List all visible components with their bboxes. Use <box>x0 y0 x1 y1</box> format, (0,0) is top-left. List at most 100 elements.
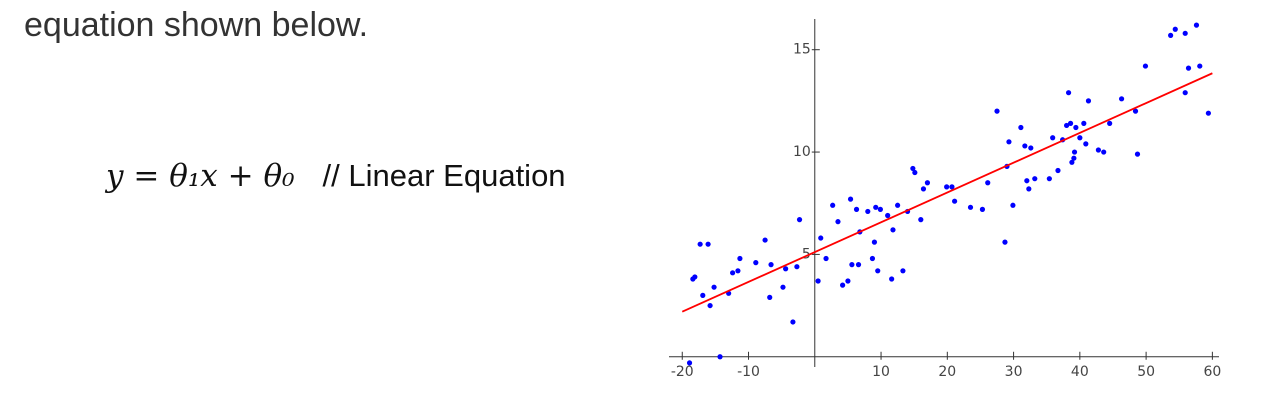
point <box>885 212 891 219</box>
point <box>735 268 741 274</box>
point <box>1024 178 1030 184</box>
x-tick-label: 30 <box>1005 364 1023 380</box>
point <box>875 268 881 274</box>
x-tick-label: 20 <box>938 364 956 380</box>
point <box>1055 167 1061 174</box>
point <box>1168 32 1174 38</box>
point <box>1107 120 1113 126</box>
point <box>1046 176 1052 182</box>
point <box>912 169 918 176</box>
point <box>1134 151 1141 157</box>
point <box>762 237 768 243</box>
point <box>796 217 803 223</box>
y-tick-label: 15 <box>793 42 811 58</box>
point <box>1073 124 1079 131</box>
point <box>985 180 991 186</box>
point <box>686 360 693 366</box>
point <box>952 198 958 204</box>
point <box>949 184 955 190</box>
point <box>717 354 723 360</box>
point <box>1010 202 1016 208</box>
point <box>918 217 924 223</box>
heading: equation shown below. <box>24 6 369 44</box>
point <box>924 180 931 186</box>
point <box>910 165 916 172</box>
point <box>737 255 743 262</box>
point <box>847 196 854 202</box>
point <box>783 266 789 272</box>
point <box>692 274 698 280</box>
equation: y = θ₁x + θ₀ <box>106 158 295 194</box>
point <box>1028 145 1034 151</box>
point <box>895 202 901 208</box>
x-tick-label: 60 <box>1203 364 1221 380</box>
point <box>855 262 862 268</box>
point <box>1006 139 1012 145</box>
point <box>1071 149 1078 155</box>
point <box>871 239 878 245</box>
point <box>849 262 855 268</box>
point <box>835 219 841 225</box>
point <box>1132 108 1139 114</box>
x-tick-label: 50 <box>1137 364 1155 380</box>
point <box>823 255 829 262</box>
point <box>1101 149 1107 155</box>
point <box>830 202 836 208</box>
point <box>944 184 950 190</box>
y-tick-label: 5 <box>802 246 811 262</box>
equation-comment: // Linear Equation <box>322 158 566 193</box>
point <box>711 284 717 290</box>
equation-row: y = θ₁x + θ₀ // Linear Equation <box>106 158 566 194</box>
regression-line <box>681 72 1213 313</box>
point <box>1002 239 1008 245</box>
x-tick-label: -10 <box>737 364 760 380</box>
x-tick-label: -20 <box>671 364 694 380</box>
y-tick-label: 10 <box>793 144 811 160</box>
point <box>890 227 896 233</box>
point <box>1063 122 1070 129</box>
point <box>853 206 860 212</box>
point <box>967 204 974 210</box>
point <box>1022 143 1028 149</box>
point <box>889 276 895 282</box>
point <box>1083 141 1089 147</box>
point <box>794 264 800 270</box>
point <box>1185 65 1192 71</box>
point <box>790 319 796 325</box>
point <box>994 108 1000 114</box>
point <box>707 302 713 309</box>
point <box>1205 110 1211 116</box>
point <box>753 260 759 266</box>
point <box>865 208 871 215</box>
point <box>780 284 786 290</box>
point <box>1095 147 1101 153</box>
point <box>979 206 986 212</box>
x-tick-label: 10 <box>872 364 890 380</box>
point <box>818 235 824 241</box>
point <box>840 282 846 288</box>
point <box>920 186 927 192</box>
point <box>1077 135 1083 141</box>
point <box>1118 96 1125 102</box>
point <box>1032 176 1038 182</box>
point <box>1069 159 1075 165</box>
point <box>767 294 773 300</box>
point <box>1182 90 1188 96</box>
point <box>1071 155 1077 161</box>
point <box>1026 186 1032 192</box>
point <box>730 270 736 276</box>
point <box>1018 124 1024 131</box>
point <box>1197 63 1203 69</box>
point <box>700 292 706 298</box>
point <box>1085 98 1092 104</box>
point <box>1067 120 1074 126</box>
point <box>1081 120 1087 126</box>
point <box>900 268 906 274</box>
point <box>697 241 703 247</box>
point <box>873 204 879 210</box>
point <box>877 206 883 212</box>
point <box>845 278 851 284</box>
point <box>1172 26 1178 32</box>
